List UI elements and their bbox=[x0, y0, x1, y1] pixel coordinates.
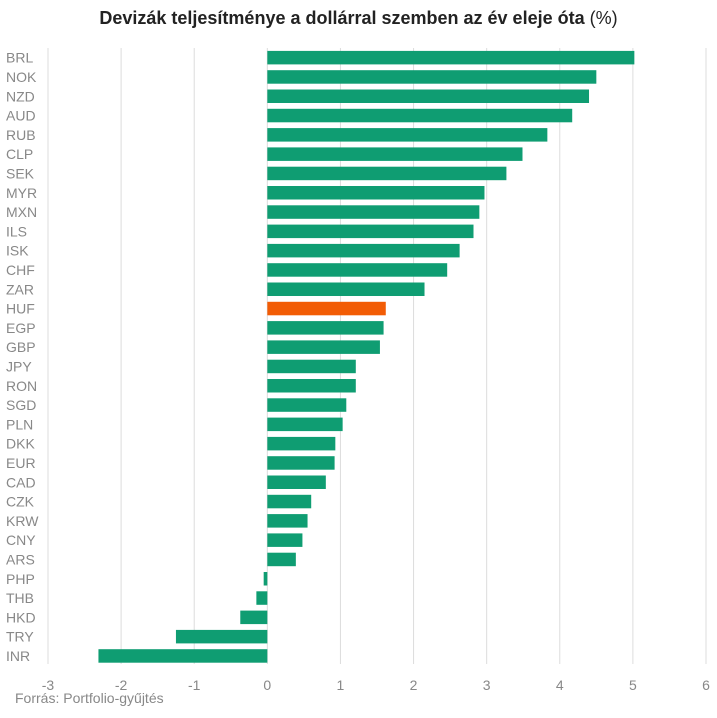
source-note: Forrás: Portfolio-gyűjtés bbox=[15, 690, 164, 706]
category-label: RUB bbox=[6, 127, 36, 143]
category-label: PHP bbox=[6, 571, 35, 587]
category-label: ILS bbox=[6, 223, 27, 239]
category-label: HUF bbox=[6, 301, 35, 317]
category-label: CHF bbox=[6, 262, 35, 278]
x-tick-label: -3 bbox=[42, 677, 55, 693]
category-label: NZD bbox=[6, 88, 35, 104]
bar-nok bbox=[267, 70, 597, 84]
bar-cny bbox=[267, 533, 303, 547]
bar-isk bbox=[267, 243, 460, 258]
bar-hkd bbox=[240, 610, 268, 625]
bar-pln bbox=[267, 417, 343, 432]
chart-title: Devizák teljesítménye a dollárral szembe… bbox=[0, 8, 717, 29]
bar-inr bbox=[98, 649, 268, 663]
category-label: ARS bbox=[6, 551, 35, 567]
x-tick-label: 2 bbox=[410, 677, 418, 693]
category-label: CLP bbox=[6, 146, 33, 162]
bar-jpy bbox=[267, 359, 356, 374]
bar-huf bbox=[267, 301, 386, 316]
category-label: MXN bbox=[6, 204, 37, 220]
x-tick-label: 4 bbox=[556, 677, 564, 693]
bar-krw bbox=[267, 514, 308, 528]
category-label: EGP bbox=[6, 320, 36, 336]
category-label: PLN bbox=[6, 416, 33, 432]
bar-mxn bbox=[267, 205, 480, 219]
bar-chf bbox=[267, 263, 448, 277]
x-tick-label: 1 bbox=[337, 677, 345, 693]
bar-thb bbox=[256, 591, 268, 605]
bar-ron bbox=[267, 379, 356, 393]
bar-czk bbox=[267, 494, 312, 509]
category-label: ZAR bbox=[6, 281, 34, 297]
category-label: SGD bbox=[6, 397, 36, 413]
category-label: CNY bbox=[6, 532, 36, 548]
bar-cad bbox=[267, 475, 326, 489]
bar-myr bbox=[267, 186, 485, 200]
x-tick-label: 6 bbox=[702, 677, 710, 693]
bar-brl bbox=[267, 50, 635, 65]
bar-ars bbox=[267, 552, 296, 567]
chart-title-text: Devizák teljesítménye a dollárral szembe… bbox=[99, 8, 585, 28]
bar-sgd bbox=[267, 398, 347, 412]
chart-title-unit: (%) bbox=[589, 8, 618, 28]
category-label: HKD bbox=[6, 609, 36, 625]
category-label: RON bbox=[6, 378, 37, 394]
category-label: KRW bbox=[6, 513, 39, 529]
category-label: MYR bbox=[6, 185, 37, 201]
x-tick-label: -1 bbox=[188, 677, 201, 693]
category-label: INR bbox=[6, 648, 30, 664]
bar-gbp bbox=[267, 340, 380, 354]
bar-sek bbox=[267, 166, 507, 181]
category-label: THB bbox=[6, 590, 34, 606]
bar-zar bbox=[267, 282, 425, 296]
bar-nzd bbox=[267, 89, 590, 103]
bar-ils bbox=[267, 224, 474, 239]
bar-eur bbox=[267, 456, 335, 470]
bar-php bbox=[263, 572, 268, 586]
x-tick-label: 3 bbox=[483, 677, 491, 693]
bar-egp bbox=[267, 321, 384, 335]
bar-aud bbox=[267, 108, 573, 123]
category-label: AUD bbox=[6, 108, 36, 124]
category-label: JPY bbox=[6, 358, 32, 374]
bar-dkk bbox=[267, 436, 336, 451]
x-tick-label: 5 bbox=[629, 677, 637, 693]
category-label: GBP bbox=[6, 339, 36, 355]
category-label: CZK bbox=[6, 494, 35, 510]
x-tick-label: -2 bbox=[115, 677, 128, 693]
category-label: NOK bbox=[6, 69, 37, 85]
category-label: SEK bbox=[6, 165, 35, 181]
category-label: BRL bbox=[6, 50, 33, 66]
bar-try bbox=[175, 629, 268, 644]
category-label: EUR bbox=[6, 455, 36, 471]
category-label: DKK bbox=[6, 436, 35, 452]
category-label: ISK bbox=[6, 243, 29, 259]
category-label: TRY bbox=[6, 629, 34, 645]
category-label: CAD bbox=[6, 474, 36, 490]
x-tick-label: 0 bbox=[263, 677, 271, 693]
bar-rub bbox=[267, 128, 548, 142]
bar-clp bbox=[267, 147, 523, 161]
